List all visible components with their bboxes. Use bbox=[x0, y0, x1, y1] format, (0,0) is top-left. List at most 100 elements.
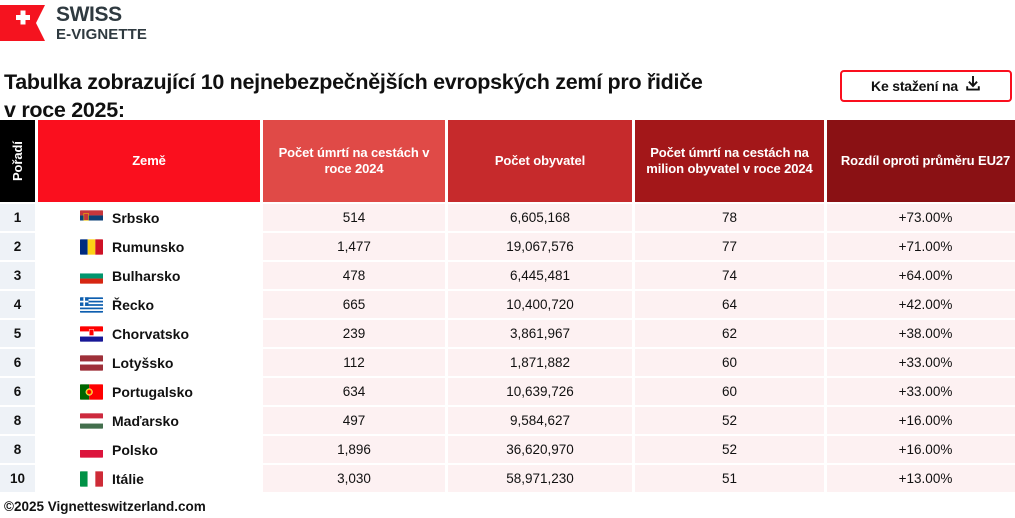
column-header-country: Země bbox=[38, 120, 260, 202]
country-name: Maďarsko bbox=[112, 412, 179, 429]
flag-greece-icon bbox=[80, 296, 103, 313]
column-header-diff-eu27: Rozdíl oproti průměru EU27 bbox=[827, 120, 1015, 202]
flag-romania-icon bbox=[80, 238, 103, 255]
cell-deaths-2024: 478 bbox=[263, 262, 445, 289]
download-button[interactable]: Ke stažení na bbox=[840, 70, 1012, 102]
table-row: 2 Rumunsko 1,477 19,067,576 77 +71.00% bbox=[0, 233, 1015, 260]
cell-diff-eu27: +16.00% bbox=[827, 407, 1015, 434]
cell-deaths-per-million: 60 bbox=[635, 378, 824, 405]
cell-rank: 5 bbox=[0, 320, 35, 347]
country-name: Chorvatsko bbox=[112, 325, 190, 342]
table-header-row: Pořadí Země Počet úmrtí na cestách v roc… bbox=[0, 120, 1015, 202]
cell-population: 6,445,481 bbox=[448, 262, 632, 289]
cell-deaths-2024: 1,477 bbox=[263, 233, 445, 260]
cell-rank: 2 bbox=[0, 233, 35, 260]
cell-rank: 10 bbox=[0, 465, 35, 492]
cell-rank: 8 bbox=[0, 407, 35, 434]
cell-diff-eu27: +38.00% bbox=[827, 320, 1015, 347]
cell-rank: 3 bbox=[0, 262, 35, 289]
swiss-flag-pennant-icon bbox=[0, 3, 45, 43]
cell-deaths-2024: 112 bbox=[263, 349, 445, 376]
cell-diff-eu27: +64.00% bbox=[827, 262, 1015, 289]
cell-country: Chorvatsko bbox=[38, 320, 260, 347]
brand-wordmark: SWISS E-VIGNETTE bbox=[56, 4, 147, 42]
flag-croatia-icon bbox=[80, 325, 103, 342]
cell-country: Polsko bbox=[38, 436, 260, 463]
flag-serbia-icon bbox=[80, 209, 103, 226]
table-row: 8 Maďarsko 497 9,584,627 52 +16.00% bbox=[0, 407, 1015, 434]
brand-name-line1: SWISS bbox=[56, 3, 122, 26]
cell-country: Srbsko bbox=[38, 204, 260, 231]
table-row: 6 Lotyšsko 112 1,871,882 60 +33.00% bbox=[0, 349, 1015, 376]
flag-portugal-icon bbox=[80, 383, 103, 400]
country-name: Bulharsko bbox=[112, 267, 181, 284]
cell-country: Rumunsko bbox=[38, 233, 260, 260]
rankings-table: Pořadí Země Počet úmrtí na cestách v roc… bbox=[0, 120, 1015, 494]
cell-country: Portugalsko bbox=[38, 378, 260, 405]
cell-population: 36,620,970 bbox=[448, 436, 632, 463]
cell-population: 6,605,168 bbox=[448, 204, 632, 231]
cell-diff-eu27: +33.00% bbox=[827, 378, 1015, 405]
cell-deaths-per-million: 52 bbox=[635, 407, 824, 434]
column-header-deaths-2024: Počet úmrtí na cestách v roce 2024 bbox=[263, 120, 445, 202]
column-header-rank: Pořadí bbox=[0, 120, 35, 202]
copyright-footer: ©2025 Vignetteswitzerland.com bbox=[4, 499, 206, 514]
cell-population: 1,871,882 bbox=[448, 349, 632, 376]
cell-deaths-per-million: 64 bbox=[635, 291, 824, 318]
country-name: Řecko bbox=[112, 296, 155, 313]
cell-deaths-2024: 239 bbox=[263, 320, 445, 347]
cell-diff-eu27: +73.00% bbox=[827, 204, 1015, 231]
country-name: Polsko bbox=[112, 441, 158, 458]
cell-diff-eu27: +13.00% bbox=[827, 465, 1015, 492]
cell-country: Řecko bbox=[38, 291, 260, 318]
cell-deaths-2024: 1,896 bbox=[263, 436, 445, 463]
table-row: 4 Řecko 665 10,400,720 64 +42.00% bbox=[0, 291, 1015, 318]
cell-rank: 8 bbox=[0, 436, 35, 463]
brand-logo: SWISS E-VIGNETTE bbox=[0, 2, 147, 44]
column-header-rank-label: Pořadí bbox=[9, 141, 25, 181]
cell-deaths-per-million: 74 bbox=[635, 262, 824, 289]
flag-poland-icon bbox=[80, 441, 103, 458]
cell-deaths-2024: 665 bbox=[263, 291, 445, 318]
download-button-label: Ke stažení na bbox=[871, 78, 958, 94]
cell-rank: 1 bbox=[0, 204, 35, 231]
download-icon bbox=[965, 75, 981, 97]
cell-deaths-per-million: 62 bbox=[635, 320, 824, 347]
cell-diff-eu27: +42.00% bbox=[827, 291, 1015, 318]
cell-deaths-per-million: 52 bbox=[635, 436, 824, 463]
table-row: 5 Chorvatsko 239 3,861,967 62 +38.00% bbox=[0, 320, 1015, 347]
cell-population: 58,971,230 bbox=[448, 465, 632, 492]
cell-diff-eu27: +16.00% bbox=[827, 436, 1015, 463]
country-name: Lotyšsko bbox=[112, 354, 174, 371]
page-title: Tabulka zobrazující 10 nejnebezpečnějšíc… bbox=[4, 70, 703, 122]
cell-diff-eu27: +71.00% bbox=[827, 233, 1015, 260]
table-row: 1 Srbsko 514 6,605,168 78 +73.00% bbox=[0, 204, 1015, 231]
cell-deaths-2024: 3,030 bbox=[263, 465, 445, 492]
cell-population: 10,639,726 bbox=[448, 378, 632, 405]
column-header-deaths-per-million: Počet úmrtí na cestách na milion obyvate… bbox=[635, 120, 824, 202]
cell-deaths-2024: 634 bbox=[263, 378, 445, 405]
country-name: Rumunsko bbox=[112, 238, 185, 255]
cell-deaths-2024: 497 bbox=[263, 407, 445, 434]
table-row: 3 Bulharsko 478 6,445,481 74 +64.00% bbox=[0, 262, 1015, 289]
cell-population: 9,584,627 bbox=[448, 407, 632, 434]
cell-deaths-per-million: 60 bbox=[635, 349, 824, 376]
cell-rank: 6 bbox=[0, 378, 35, 405]
country-name: Itálie bbox=[112, 470, 144, 487]
cell-deaths-per-million: 78 bbox=[635, 204, 824, 231]
cell-country: Bulharsko bbox=[38, 262, 260, 289]
table-row: 6 Portugalsko 634 10,639,726 60 +33.00% bbox=[0, 378, 1015, 405]
flag-italy-icon bbox=[80, 470, 103, 487]
cell-population: 10,400,720 bbox=[448, 291, 632, 318]
cell-population: 19,067,576 bbox=[448, 233, 632, 260]
cell-population: 3,861,967 bbox=[448, 320, 632, 347]
flag-bulgaria-icon bbox=[80, 267, 103, 284]
table-body: 1 Srbsko 514 6,605,168 78 +73.00% 2 Rumunsko 1,4… bbox=[0, 204, 1015, 492]
cell-rank: 4 bbox=[0, 291, 35, 318]
column-header-population: Počet obyvatel bbox=[448, 120, 632, 202]
table-row: 8 Polsko 1,896 36,620,970 52 +16.00% bbox=[0, 436, 1015, 463]
cell-deaths-2024: 514 bbox=[263, 204, 445, 231]
country-name: Srbsko bbox=[112, 209, 160, 226]
cell-diff-eu27: +33.00% bbox=[827, 349, 1015, 376]
cell-country: Lotyšsko bbox=[38, 349, 260, 376]
